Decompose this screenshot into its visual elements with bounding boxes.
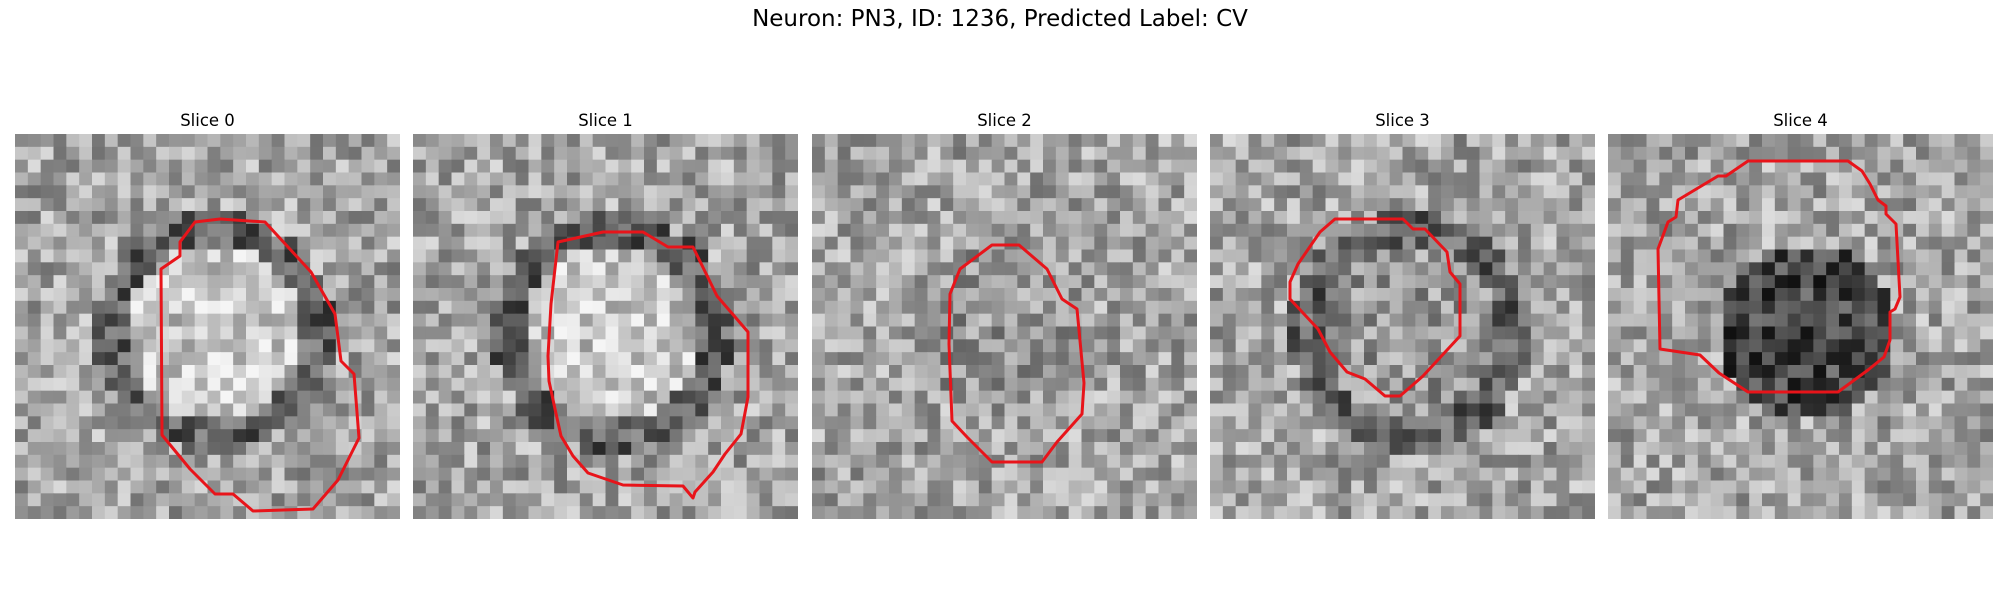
pixel-grid xyxy=(1608,134,1993,519)
slice-title: Slice 4 xyxy=(1773,111,1828,130)
cell-contour xyxy=(546,230,750,500)
slice-image-4 xyxy=(1608,134,1993,519)
cell-contour xyxy=(1656,159,1902,394)
slice-panel-2: Slice 2 xyxy=(812,108,1197,519)
cell-contour xyxy=(1288,217,1462,398)
slice-panel-0: Slice 0 xyxy=(15,108,400,519)
slice-title: Slice 2 xyxy=(977,111,1032,130)
slice-title: Slice 1 xyxy=(578,111,633,130)
slice-image-2 xyxy=(812,134,1197,519)
slice-title: Slice 0 xyxy=(180,111,235,130)
slice-panel-1: Slice 1 xyxy=(413,108,798,519)
slice-image-0 xyxy=(15,134,400,519)
slice-image-1 xyxy=(413,134,798,519)
figure-title: Neuron: PN3, ID: 1236, Predicted Label: … xyxy=(752,6,1248,32)
slice-panel-3: Slice 3 xyxy=(1210,108,1595,519)
slice-panel-4: Slice 4 xyxy=(1608,108,1993,519)
pixel-grid xyxy=(1210,134,1595,519)
slice-title: Slice 3 xyxy=(1375,111,1430,130)
pixel-grid xyxy=(413,134,798,519)
cell-contour xyxy=(159,217,361,513)
cell-contour xyxy=(947,243,1086,464)
slice-image-3 xyxy=(1210,134,1595,519)
pixel-grid xyxy=(15,134,400,519)
